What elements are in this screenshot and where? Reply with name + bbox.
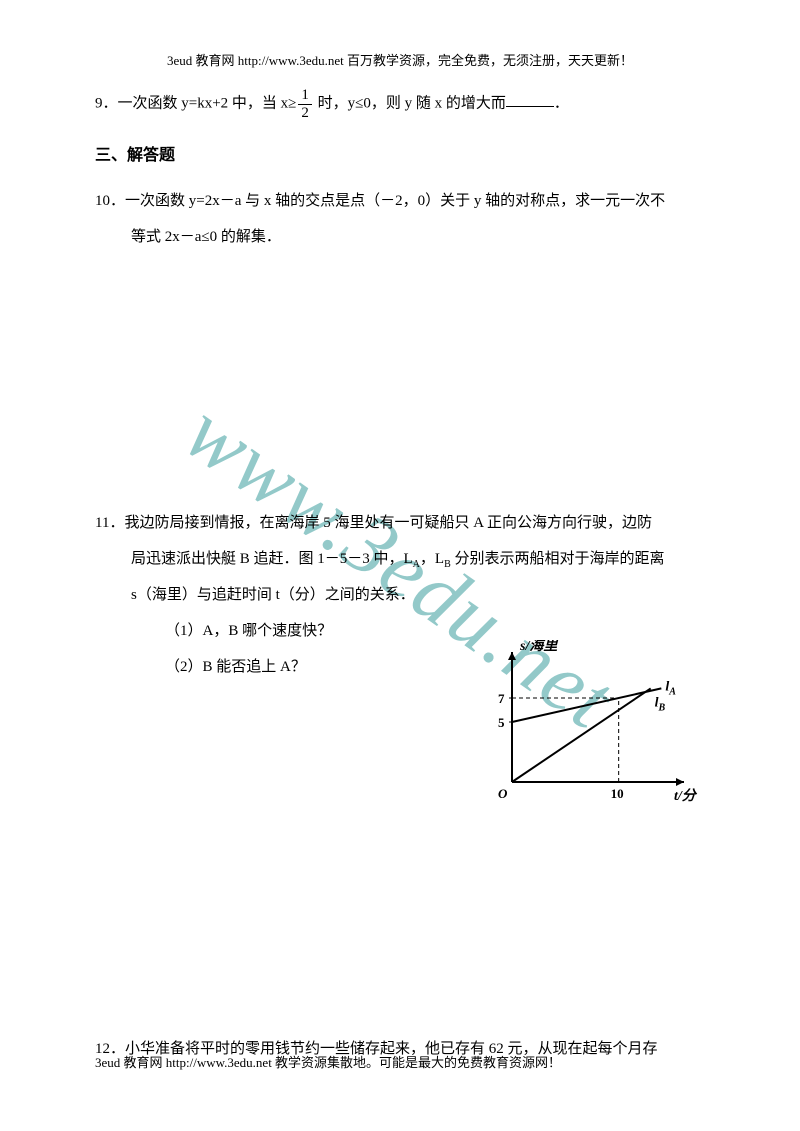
q9-frac-den: 2 [298,105,312,122]
q9-fraction: 12 [298,87,312,121]
svg-text:O: O [498,786,508,801]
q11-line1b: 边防 [622,515,652,531]
q9-text-pre: 一次函数 y=kx+2 中，当 x≥ [118,95,297,111]
q9-blank [506,92,554,107]
chart-svg: s/海里 t/分 O 5 7 10 lAlB [480,640,700,810]
svg-text:lA: lA [665,679,676,697]
chart-figure: s/海里 t/分 O 5 7 10 lAlB [480,640,700,810]
q11-line2c: 分别表示两船相对于海岸的距离 [451,551,665,567]
q11-number: 11． [95,515,124,531]
q11-line3: s（海里）与追赶时间 t（分）之间的关系． [95,577,705,613]
q10-line1: 一次函数 y=2x－a 与 x 轴的交点是点（－2，0）关于 y 轴的对称点，求… [125,193,665,209]
q11-line2a: 局迅速派出快艇 B 追赶．图 1－5－3 中，L [131,551,413,567]
q11-line1a: 我边防局接到情报，在离海岸 5 海里处有一可疑船只 A 正向公海方向行驶， [124,515,622,531]
q11-subA: A [413,559,420,570]
svg-text:t/分: t/分 [674,788,698,804]
question-10: 10．一次函数 y=2x－a 与 x 轴的交点是点（－2，0）关于 y 轴的对称… [95,183,705,255]
page-header: 3eud 教育网 http://www.3edu.net 百万教学资源，完全免费… [95,50,705,69]
q9-frac-num: 1 [298,87,312,105]
svg-text:10: 10 [611,786,624,801]
q9-tail: ． [554,95,569,111]
page-footer: 3eud 教育网 http://www.3edu.net 教学资源集散地。可能是… [95,1052,705,1071]
svg-text:7: 7 [498,691,505,706]
q9-text-mid: 时，y≤0，则 y 随 x 的增大而 [314,95,506,111]
svg-text:lB: lB [655,695,666,713]
question-9: 9．一次函数 y=kx+2 中，当 x≥12 时，y≤0，则 y 随 x 的增大… [95,87,705,121]
svg-text:s/海里: s/海里 [519,640,559,654]
section-3-title: 三、解答题 [95,141,705,165]
q11-line2b: ，L [420,551,444,567]
svg-text:5: 5 [498,715,505,730]
q9-number: 9． [95,95,118,111]
q10-number: 10． [95,193,125,209]
q11-subB: B [444,559,451,570]
q10-line2: 等式 2x－a≤0 的解集． [95,219,705,255]
